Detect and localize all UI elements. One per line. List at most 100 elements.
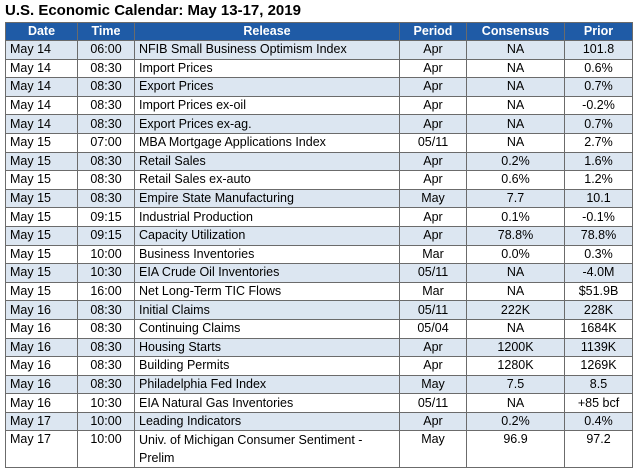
- time-cell: 08:30: [77, 300, 135, 320]
- consensus-cell: NA: [466, 263, 565, 283]
- time-cell: 09:15: [77, 207, 135, 227]
- release-cell: Empire State Manufacturing: [134, 188, 400, 209]
- period-cell: Apr: [399, 77, 467, 97]
- prior-cell: 0.7%: [564, 114, 633, 134]
- period-cell: May: [399, 188, 467, 209]
- economic-calendar-table: Date Time Release Period Consensus Prior…: [5, 22, 633, 469]
- consensus-cell: 0.0%: [466, 244, 565, 265]
- time-cell: 06:00: [77, 40, 135, 60]
- period-cell: Mar: [399, 281, 467, 302]
- prior-cell: 101.8: [564, 40, 633, 60]
- time-cell: 10:00: [77, 430, 135, 469]
- period-cell: Apr: [399, 151, 467, 172]
- prior-cell: 2.7%: [564, 132, 633, 153]
- time-cell: 08:30: [77, 170, 135, 190]
- time-cell: 08:30: [77, 356, 135, 376]
- consensus-cell: NA: [466, 95, 565, 116]
- period-cell: Apr: [399, 40, 467, 60]
- consensus-cell: 222K: [466, 300, 565, 320]
- prior-cell: 1139K: [564, 337, 633, 358]
- period-cell: Apr: [399, 58, 467, 79]
- table-row: May 15 10:00 Business Inventories Mar 0.0% 0.…: [5, 244, 633, 265]
- release-cell: Building Permits: [134, 356, 400, 376]
- consensus-cell: NA: [466, 114, 565, 134]
- time-cell: 08:30: [77, 318, 135, 339]
- table-row: May 15 09:15 Industrial Production Apr 0.1% -…: [5, 207, 633, 227]
- time-cell: 08:30: [77, 77, 135, 97]
- table-header: Date Time Release Period Consensus Prior: [5, 22, 633, 41]
- consensus-cell: 7.7: [466, 188, 565, 209]
- table-row: May 14 06:00 NFIB Small Business Optimism …: [5, 40, 633, 60]
- date-cell: May 14: [5, 95, 78, 116]
- prior-cell: -0.2%: [564, 95, 633, 116]
- table-row: May 14 08:30 Import Prices ex-oil Apr NA -0.2…: [5, 95, 633, 116]
- time-cell: 08:30: [77, 114, 135, 134]
- time-cell: 08:30: [77, 188, 135, 209]
- consensus-cell: 1280K: [466, 356, 565, 376]
- time-cell: 10:00: [77, 411, 135, 432]
- prior-cell: 10.1: [564, 188, 633, 209]
- prior-cell: 1684K: [564, 318, 633, 339]
- date-cell: May 17: [5, 430, 78, 469]
- release-cell: Leading Indicators: [134, 411, 400, 432]
- period-cell: May: [399, 374, 467, 395]
- date-cell: May 15: [5, 132, 78, 153]
- table-row: May 16 08:30 Initial Claims 05/11 222K 228K: [5, 300, 633, 320]
- time-cell: 09:15: [77, 225, 135, 246]
- table-row: May 15 08:30 Retail Sales ex-auto Apr 0.6% 1.…: [5, 170, 633, 190]
- consensus-cell: NA: [466, 77, 565, 97]
- table-row: May 16 08:30 Philadelphia Fed Index May 7.5 8…: [5, 374, 633, 395]
- date-cell: May 15: [5, 151, 78, 172]
- column-header-release: Release: [134, 22, 400, 41]
- table-row: May 15 08:30 Empire State Manufacturing May…: [5, 188, 633, 209]
- time-cell: 10:30: [77, 263, 135, 283]
- column-header-time: Time: [77, 22, 135, 41]
- date-cell: May 14: [5, 40, 78, 60]
- time-cell: 08:30: [77, 374, 135, 395]
- consensus-cell: NA: [466, 40, 565, 60]
- period-cell: Apr: [399, 356, 467, 376]
- time-cell: 08:30: [77, 337, 135, 358]
- release-cell: Housing Starts: [134, 337, 400, 358]
- table-row: May 14 08:30 Export Prices ex-ag. Apr NA 0.7%: [5, 114, 633, 134]
- release-cell: NFIB Small Business Optimism Index: [134, 40, 400, 60]
- date-cell: May 16: [5, 300, 78, 320]
- period-cell: 05/04: [399, 318, 467, 339]
- consensus-cell: 0.2%: [466, 151, 565, 172]
- table-row: May 14 08:30 Export Prices Apr NA 0.7%: [5, 77, 633, 97]
- release-cell: Business Inventories: [134, 244, 400, 265]
- column-header-prior: Prior: [564, 22, 633, 41]
- table-row: May 15 07:00 MBA Mortgage Applications Ind…: [5, 132, 633, 153]
- table-row: May 16 10:30 EIA Natural Gas Inventories 05…: [5, 393, 633, 413]
- release-cell: Retail Sales: [134, 151, 400, 172]
- column-header-consensus: Consensus: [466, 22, 565, 41]
- consensus-cell: NA: [466, 318, 565, 339]
- prior-cell: -4.0M: [564, 263, 633, 283]
- prior-cell: 97.2: [564, 430, 633, 469]
- time-cell: 10:00: [77, 244, 135, 265]
- time-cell: 08:30: [77, 58, 135, 79]
- period-cell: Apr: [399, 114, 467, 134]
- period-cell: Apr: [399, 95, 467, 116]
- date-cell: May 15: [5, 170, 78, 190]
- table-row: May 16 08:30 Building Permits Apr 1280K 1269K: [5, 356, 633, 376]
- date-cell: May 14: [5, 58, 78, 79]
- release-cell: MBA Mortgage Applications Index: [134, 132, 400, 153]
- table-row: May 15 10:30 EIA Crude Oil Inventories 05/1…: [5, 263, 633, 283]
- period-cell: Mar: [399, 244, 467, 265]
- table-row: May 16 08:30 Housing Starts Apr 1200K 1139K: [5, 337, 633, 358]
- consensus-cell: NA: [466, 132, 565, 153]
- period-cell: Apr: [399, 337, 467, 358]
- time-cell: 08:30: [77, 95, 135, 116]
- date-cell: May 15: [5, 281, 78, 302]
- table-row: May 15 08:30 Retail Sales Apr 0.2% 1.6%: [5, 151, 633, 172]
- date-cell: May 16: [5, 318, 78, 339]
- release-cell: Retail Sales ex-auto: [134, 170, 400, 190]
- release-cell: Import Prices ex-oil: [134, 95, 400, 116]
- release-cell: Initial Claims: [134, 300, 400, 320]
- period-cell: 05/11: [399, 132, 467, 153]
- release-cell: Import Prices: [134, 58, 400, 79]
- date-cell: May 15: [5, 263, 78, 283]
- date-cell: May 16: [5, 356, 78, 376]
- consensus-cell: NA: [466, 281, 565, 302]
